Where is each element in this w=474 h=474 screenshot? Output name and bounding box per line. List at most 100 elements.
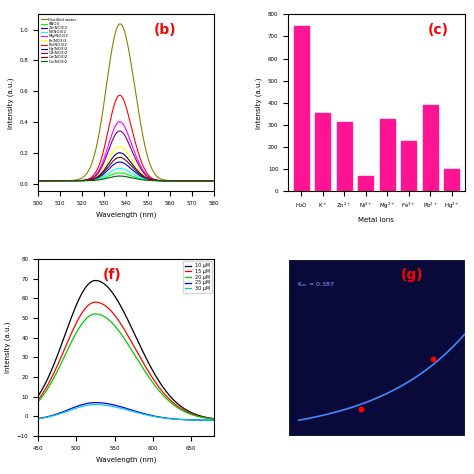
25 μM <box>66 407 72 412</box>
Ni(NO3)2 <box>35 178 41 183</box>
Hg(NO3)2 <box>120 151 126 157</box>
Distilled water <box>35 178 41 183</box>
Hg(NO3)2 <box>140 173 146 179</box>
Bar <box>358 176 373 191</box>
Cu(NO3)2 <box>180 178 186 183</box>
Zn(NO3)2 <box>35 178 41 183</box>
15 μM <box>81 308 86 314</box>
Line: 20 μM: 20 μM <box>38 314 214 419</box>
Y-axis label: Fo/F: Fo/F <box>264 340 269 355</box>
25 μM <box>35 416 41 421</box>
25 μM <box>139 410 145 416</box>
Cd(NO3)2 <box>211 178 217 183</box>
Cd(NO3)2 <box>208 178 213 183</box>
Hg(NO3)2 <box>180 178 186 183</box>
Cu(NO3)2 <box>140 177 146 183</box>
KNO3 <box>180 178 186 183</box>
10 μM <box>168 394 174 400</box>
X-axis label: Wavelength (nm): Wavelength (nm) <box>96 212 156 218</box>
Bar <box>315 113 330 191</box>
Mg(NO3)2 <box>208 178 213 183</box>
10 μM <box>115 298 121 304</box>
20 μM <box>35 399 41 405</box>
Text: (c): (c) <box>428 23 448 37</box>
Mg(NO3)2 <box>211 178 217 183</box>
Pb(NO3)2 <box>119 94 125 100</box>
Distilled water <box>180 178 186 183</box>
30 μM <box>35 416 41 421</box>
Line: Distilled water: Distilled water <box>38 24 214 181</box>
Distilled water <box>120 25 126 30</box>
Cu(NO3)2 <box>131 175 137 181</box>
30 μM <box>211 418 217 423</box>
Distilled water <box>140 135 146 140</box>
15 μM <box>115 317 121 322</box>
30 μM <box>92 402 98 408</box>
Cu(NO3)2 <box>117 173 123 179</box>
Hg(NO3)2 <box>131 163 137 169</box>
20 μM <box>81 319 86 325</box>
10 μM <box>139 347 145 353</box>
15 μM <box>211 416 217 422</box>
Line: 15 μM: 15 μM <box>38 302 214 419</box>
Cd(NO3)2 <box>180 178 186 183</box>
Legend: 10 μM, 15 μM, 20 μM, 25 μM, 30 μM: 10 μM, 15 μM, 20 μM, 25 μM, 30 μM <box>183 261 212 293</box>
Ni(NO3)2 <box>120 166 126 172</box>
Ni(NO3)2 <box>140 176 146 182</box>
Bar <box>423 105 438 191</box>
Line: Cd(NO3)2: Cd(NO3)2 <box>38 131 214 181</box>
Line: Co(NO3)2: Co(NO3)2 <box>38 157 214 181</box>
Co(NO3)2 <box>120 155 126 161</box>
Line: Zn(NO3)2: Zn(NO3)2 <box>38 162 214 181</box>
X-axis label: Wavelength (nm): Wavelength (nm) <box>96 456 156 463</box>
Co(NO3)2 <box>35 178 41 183</box>
20 μM <box>139 364 145 370</box>
Cu(NO3)2 <box>211 178 217 183</box>
Ni(NO3)2 <box>208 178 213 183</box>
X-axis label: Concentration (m: Concentration (m <box>346 456 407 463</box>
Bar <box>293 27 309 191</box>
KNO3 <box>208 178 213 183</box>
Zn(NO3)2 <box>120 160 126 165</box>
10 μM <box>66 321 72 327</box>
Cd(NO3)2 <box>140 169 146 175</box>
Mg(NO3)2 <box>120 121 126 127</box>
Ni(NO3)2 <box>117 165 123 171</box>
KNO3 <box>117 170 123 176</box>
30 μM <box>139 411 145 417</box>
Zn(NO3)2 <box>140 175 146 181</box>
Mg(NO3)2 <box>35 178 41 183</box>
Mg(NO3)2 <box>180 178 186 183</box>
Co(NO3)2 <box>211 178 217 183</box>
Y-axis label: Intensity (a.u.): Intensity (a.u.) <box>8 77 14 128</box>
Line: Ni(NO3)2: Ni(NO3)2 <box>38 168 214 181</box>
Zn(NO3)2 <box>180 178 186 183</box>
25 μM <box>211 418 217 423</box>
Hg(NO3)2 <box>35 178 41 183</box>
10 μM <box>81 288 86 294</box>
Cu(NO3)2 <box>120 173 126 179</box>
Line: Mg(NO3)2: Mg(NO3)2 <box>38 122 214 181</box>
Bar <box>380 119 395 191</box>
Mg(NO3)2 <box>140 168 146 173</box>
Hg(NO3)2 <box>117 150 123 155</box>
Co(NO3)2 <box>117 155 123 160</box>
15 μM <box>66 336 72 341</box>
Zn(NO3)2 <box>208 178 213 183</box>
Text: (f): (f) <box>102 268 121 282</box>
Hg(NO3)2 <box>208 178 213 183</box>
Pb(NO3)2 <box>140 164 146 169</box>
Fe(NO3)3 <box>119 144 125 150</box>
Cd(NO3)2 <box>117 128 123 134</box>
Ni(NO3)2 <box>211 178 217 183</box>
Line: Cu(NO3)2: Cu(NO3)2 <box>38 176 214 181</box>
20 μM <box>66 344 72 349</box>
Cu(NO3)2 <box>210 178 216 183</box>
Legend: Distilled water, KNO3, Zn(NO3)2, Ni(NO3)2, Mg(NO3)2, Fe(NO3)3, Pb(NO3)2, Hg(NO3): Distilled water, KNO3, Zn(NO3)2, Ni(NO3)… <box>40 16 78 65</box>
Fe(NO3)3 <box>120 145 126 151</box>
Zn(NO3)2 <box>119 160 125 165</box>
Pb(NO3)2 <box>180 178 186 183</box>
Co(NO3)2 <box>131 166 137 172</box>
Co(NO3)2 <box>119 155 125 161</box>
KNO3 <box>119 170 125 176</box>
